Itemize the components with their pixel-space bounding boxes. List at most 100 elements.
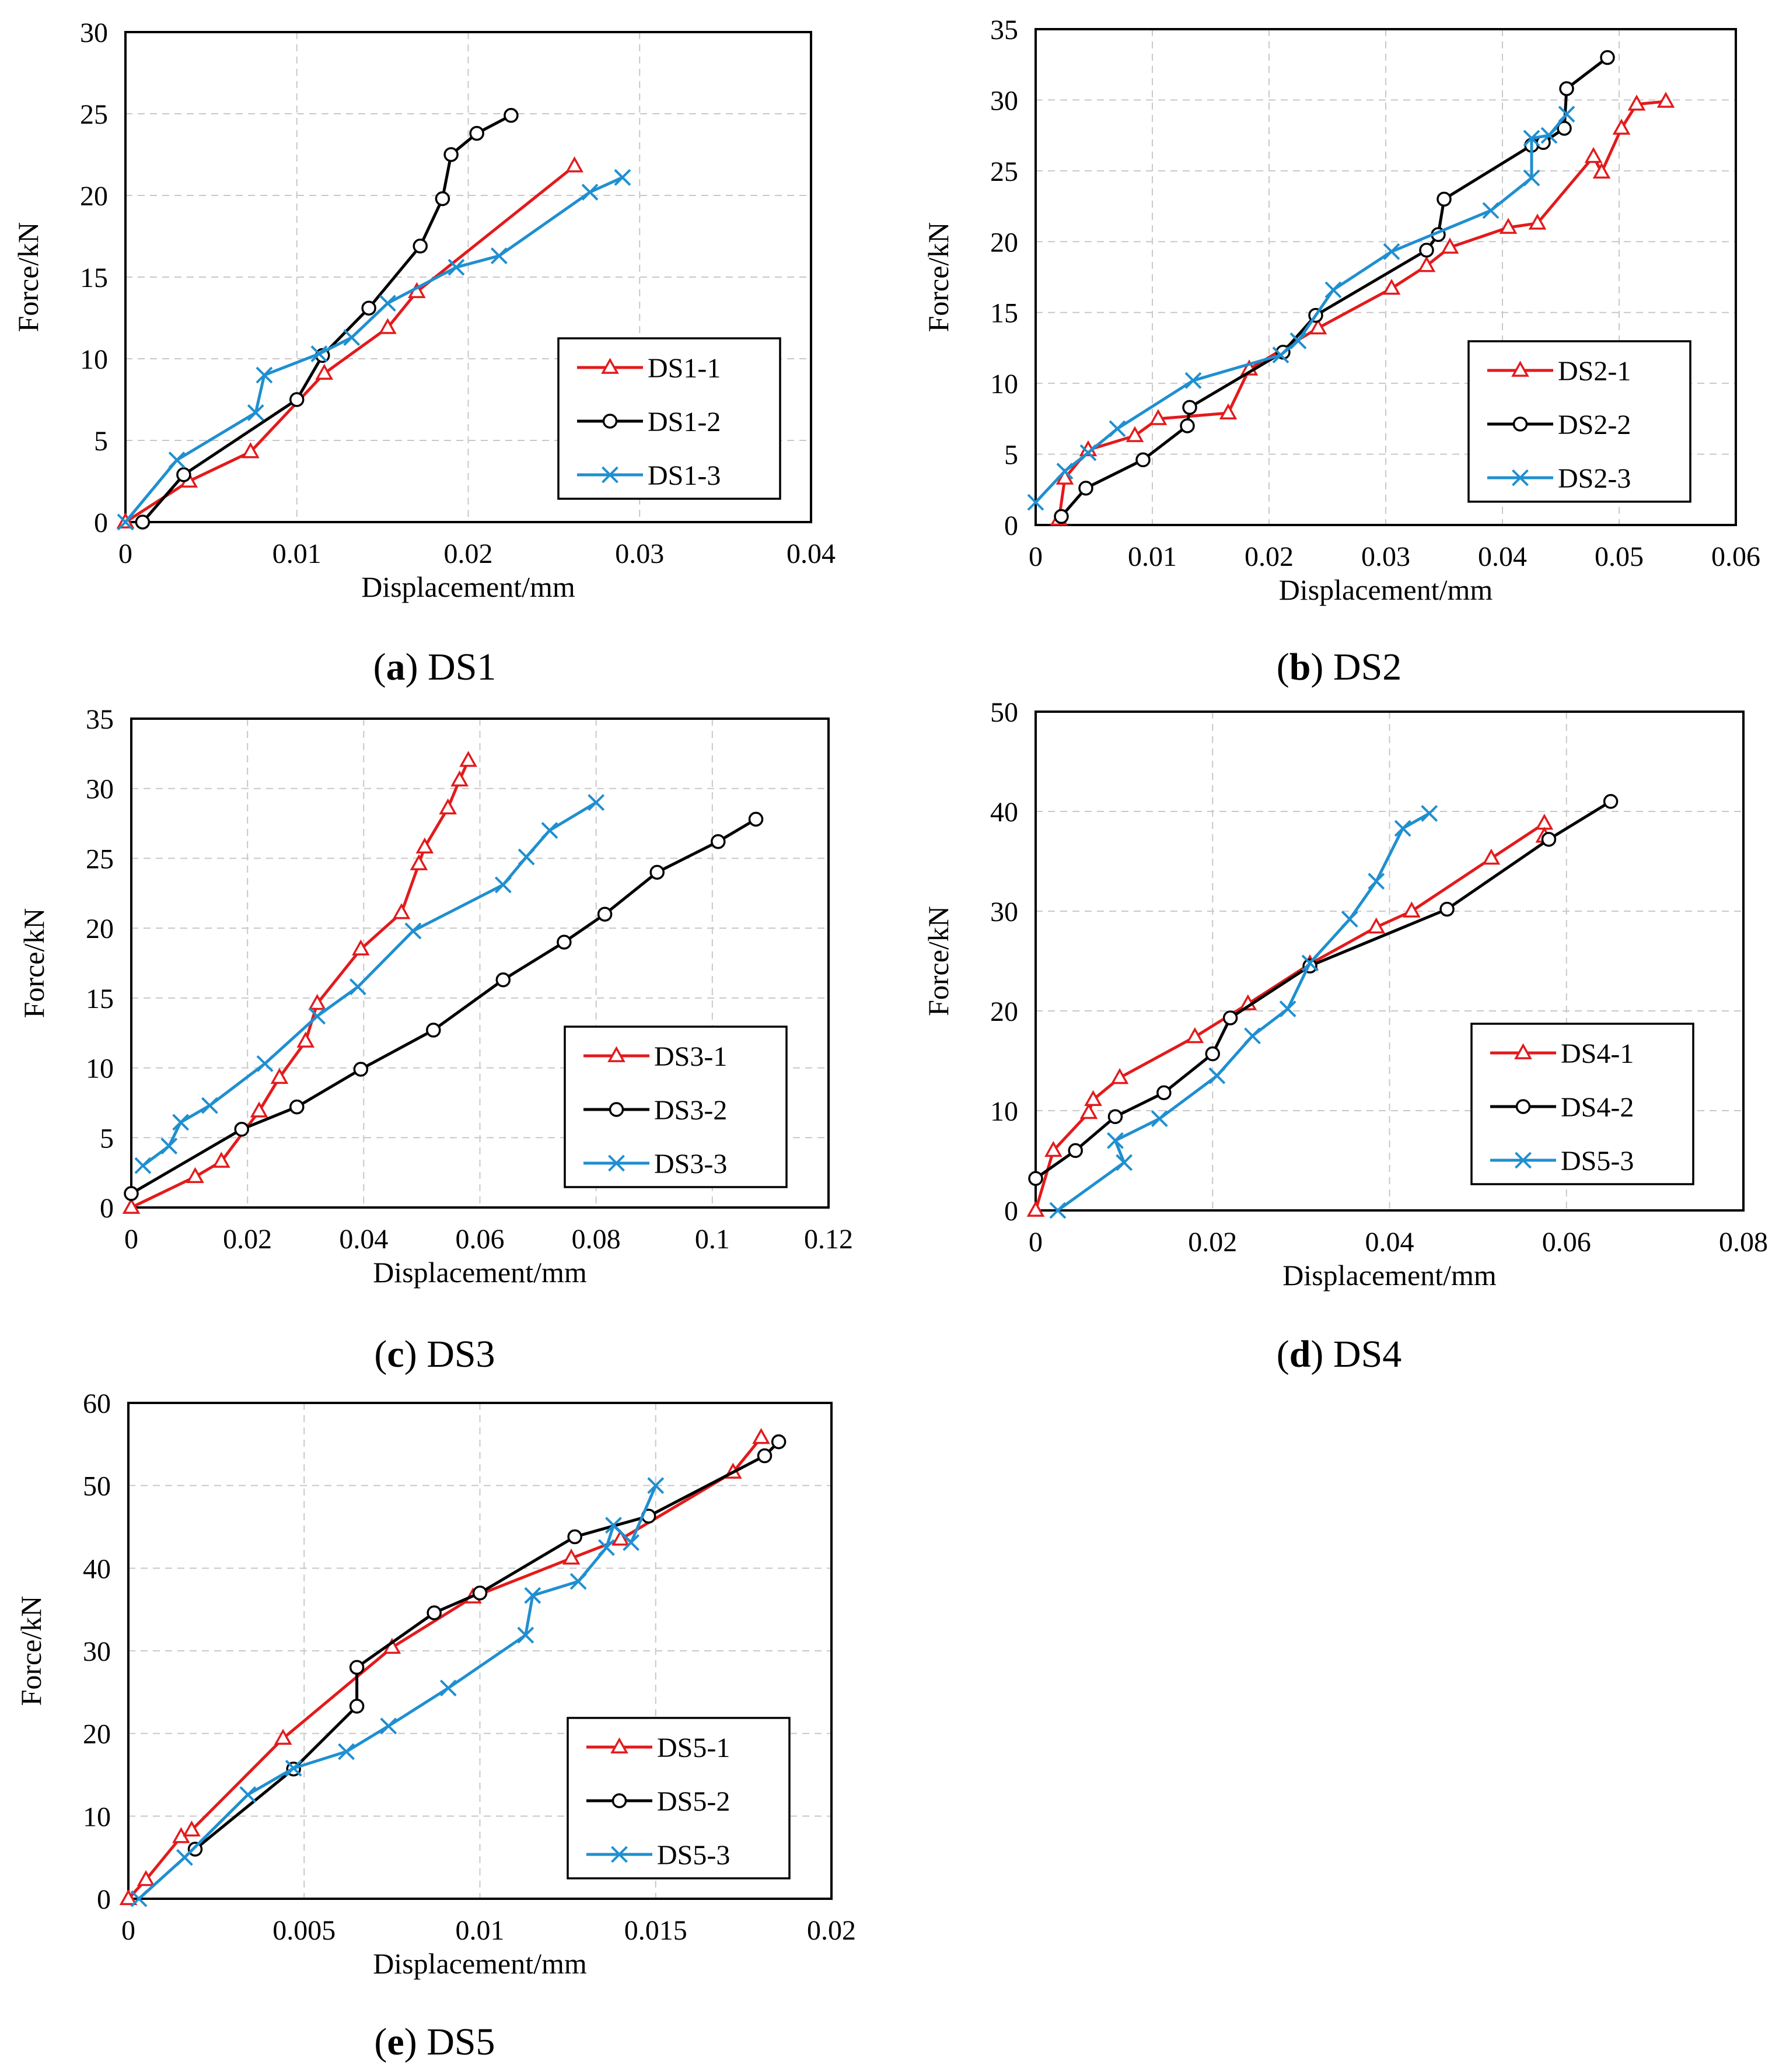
data-point: [1523, 130, 1540, 147]
data-point: [448, 258, 465, 276]
data-point: [1079, 444, 1097, 461]
legend-marker: [611, 1793, 627, 1808]
data-point: [212, 1152, 230, 1168]
data-point: [771, 1434, 787, 1450]
legend-label: DS3-1: [654, 1041, 727, 1072]
data-point: [504, 108, 519, 123]
caption-letter: d: [1289, 1333, 1311, 1376]
legend-marker: [602, 414, 618, 429]
legend-marker: [611, 1846, 628, 1863]
data-point: [338, 1743, 355, 1760]
series-line: [138, 1485, 658, 1900]
y-tick-label: 50: [990, 697, 1018, 728]
legend-label: DS1-3: [648, 460, 721, 491]
data-point: [459, 751, 477, 767]
x-tick-label: 0.02: [1245, 541, 1294, 572]
x-axis-label: Displacement/mm: [1279, 573, 1493, 606]
data-point: [239, 1786, 257, 1803]
data-point: [309, 1007, 326, 1025]
series-line: [141, 114, 512, 523]
data-point: [1603, 794, 1619, 809]
y-tick-label: 10: [990, 369, 1018, 400]
data-point: [1186, 1027, 1204, 1044]
data-point: [569, 1573, 587, 1590]
y-tick-label: 40: [83, 1553, 111, 1584]
caption-text: DS1: [428, 646, 496, 688]
data-point: [557, 935, 572, 950]
data-point: [242, 442, 260, 459]
data-point: [415, 837, 434, 854]
x-tick-label: 0: [1029, 1227, 1043, 1258]
data-point: [426, 1023, 441, 1038]
x-tick-label: 0.015: [624, 1915, 687, 1946]
data-point: [1403, 901, 1421, 918]
legend-label: DS3-3: [654, 1149, 727, 1180]
data-point: [1557, 121, 1572, 136]
data-point: [1656, 92, 1675, 108]
legend-label: DS5-1: [657, 1732, 730, 1763]
x-tick-label: 0.05: [1595, 541, 1644, 572]
data-point: [379, 318, 397, 334]
data-point: [588, 794, 605, 811]
data-point: [1559, 81, 1574, 96]
data-point: [1368, 873, 1385, 890]
legend-marker: [1514, 1043, 1532, 1059]
data-point: [752, 1427, 770, 1444]
data-point: [349, 978, 366, 996]
legend-label: DS4-1: [1561, 1038, 1634, 1069]
y-tick-label: 0: [94, 508, 108, 538]
x-tick-label: 0.03: [615, 538, 664, 569]
data-point: [472, 1586, 488, 1601]
legend: DS4-1 DS4-2 DS5-3: [1470, 1023, 1694, 1185]
data-point: [1116, 1154, 1133, 1171]
data-point: [1135, 452, 1151, 468]
series-DS5-3: [130, 1477, 665, 1908]
legend-marker: [1515, 1099, 1531, 1114]
data-point: [614, 169, 631, 186]
data-point: [379, 295, 396, 312]
data-point: [289, 1099, 305, 1115]
y-tick-label: 10: [990, 1096, 1018, 1127]
legend-box: [564, 1026, 788, 1188]
x-tick-label: 0.04: [339, 1224, 388, 1255]
chart-b: 0 0.01 0.02 0.03 0.04 0.05 0.06 0 5 10 15 20 25 30 35 D…: [922, 15, 1760, 688]
data-point: [1026, 1200, 1045, 1217]
legend-label: DS2-1: [1558, 356, 1631, 387]
y-tick-label: 20: [990, 996, 1018, 1027]
data-point: [361, 300, 376, 316]
plot-frame: [1034, 28, 1737, 526]
data-point: [160, 1138, 178, 1155]
caption-letter: c: [387, 1333, 404, 1376]
legend-label: DS2-3: [1558, 463, 1631, 494]
data-point: [562, 1548, 581, 1565]
data-point: [711, 834, 726, 849]
data-point: [1056, 463, 1074, 480]
data-point: [256, 366, 273, 384]
series-line: [1057, 812, 1430, 1212]
series-line: [130, 760, 470, 1209]
data-point: [135, 514, 151, 530]
data-point: [119, 1889, 138, 1905]
data-point: [1068, 1143, 1083, 1158]
y-tick-label: 10: [86, 1054, 114, 1084]
data-point: [1222, 1010, 1238, 1026]
data-point: [410, 854, 428, 870]
data-point: [1499, 218, 1518, 234]
x-tick-label: 0.01: [272, 538, 321, 569]
data-point: [1528, 214, 1547, 230]
data-point: [1383, 243, 1400, 260]
caption-letter: a: [386, 646, 406, 688]
series-DS3-3: [134, 794, 605, 1174]
plot-frame: [124, 31, 812, 523]
data-point: [392, 903, 411, 919]
data-point: [1182, 400, 1197, 415]
y-tick-label: 30: [990, 897, 1018, 928]
chart-caption: (c) DS3: [374, 1333, 495, 1376]
y-tick-label: 20: [990, 227, 1018, 258]
data-point: [1126, 426, 1144, 442]
data-point: [1482, 202, 1500, 219]
data-point: [565, 156, 583, 173]
legend-box: [1467, 340, 1691, 503]
series-line: [124, 176, 623, 523]
data-point: [349, 1699, 365, 1714]
